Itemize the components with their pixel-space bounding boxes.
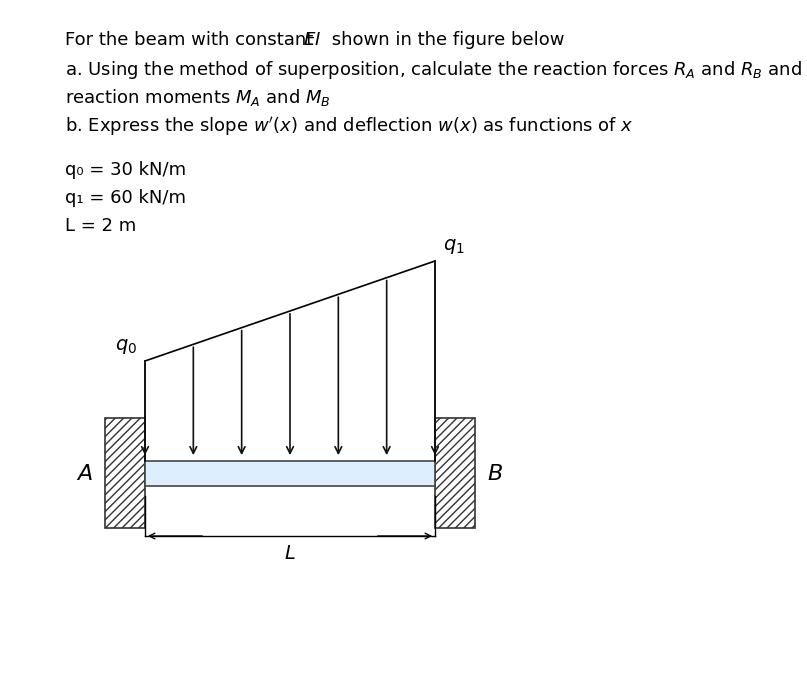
Text: shown in the figure below: shown in the figure below xyxy=(326,31,565,49)
Text: reaction moments $M_A$ and $M_B$: reaction moments $M_A$ and $M_B$ xyxy=(65,87,331,108)
Text: $q_1$: $q_1$ xyxy=(443,237,465,256)
Text: $q_0$: $q_0$ xyxy=(115,337,137,356)
Text: $L$: $L$ xyxy=(284,544,296,563)
Text: $EI$: $EI$ xyxy=(303,31,321,49)
Text: b. Express the slope $w'(x)$ and deflection $w(x)$ as functions of $x$: b. Express the slope $w'(x)$ and deflect… xyxy=(65,115,633,138)
Bar xyxy=(435,418,475,528)
Bar xyxy=(105,418,145,528)
Bar xyxy=(145,461,435,486)
Text: L = 2 m: L = 2 m xyxy=(65,217,136,235)
Text: q₀ = 30 kN/m: q₀ = 30 kN/m xyxy=(65,161,186,179)
Text: a. Using the method of superposition, calculate the reaction forces $R_A$ and $R: a. Using the method of superposition, ca… xyxy=(65,59,807,81)
Text: $A$: $A$ xyxy=(76,464,93,484)
Text: $B$: $B$ xyxy=(487,464,503,484)
Text: q₁ = 60 kN/m: q₁ = 60 kN/m xyxy=(65,189,186,207)
Text: For the beam with constant: For the beam with constant xyxy=(65,31,319,49)
